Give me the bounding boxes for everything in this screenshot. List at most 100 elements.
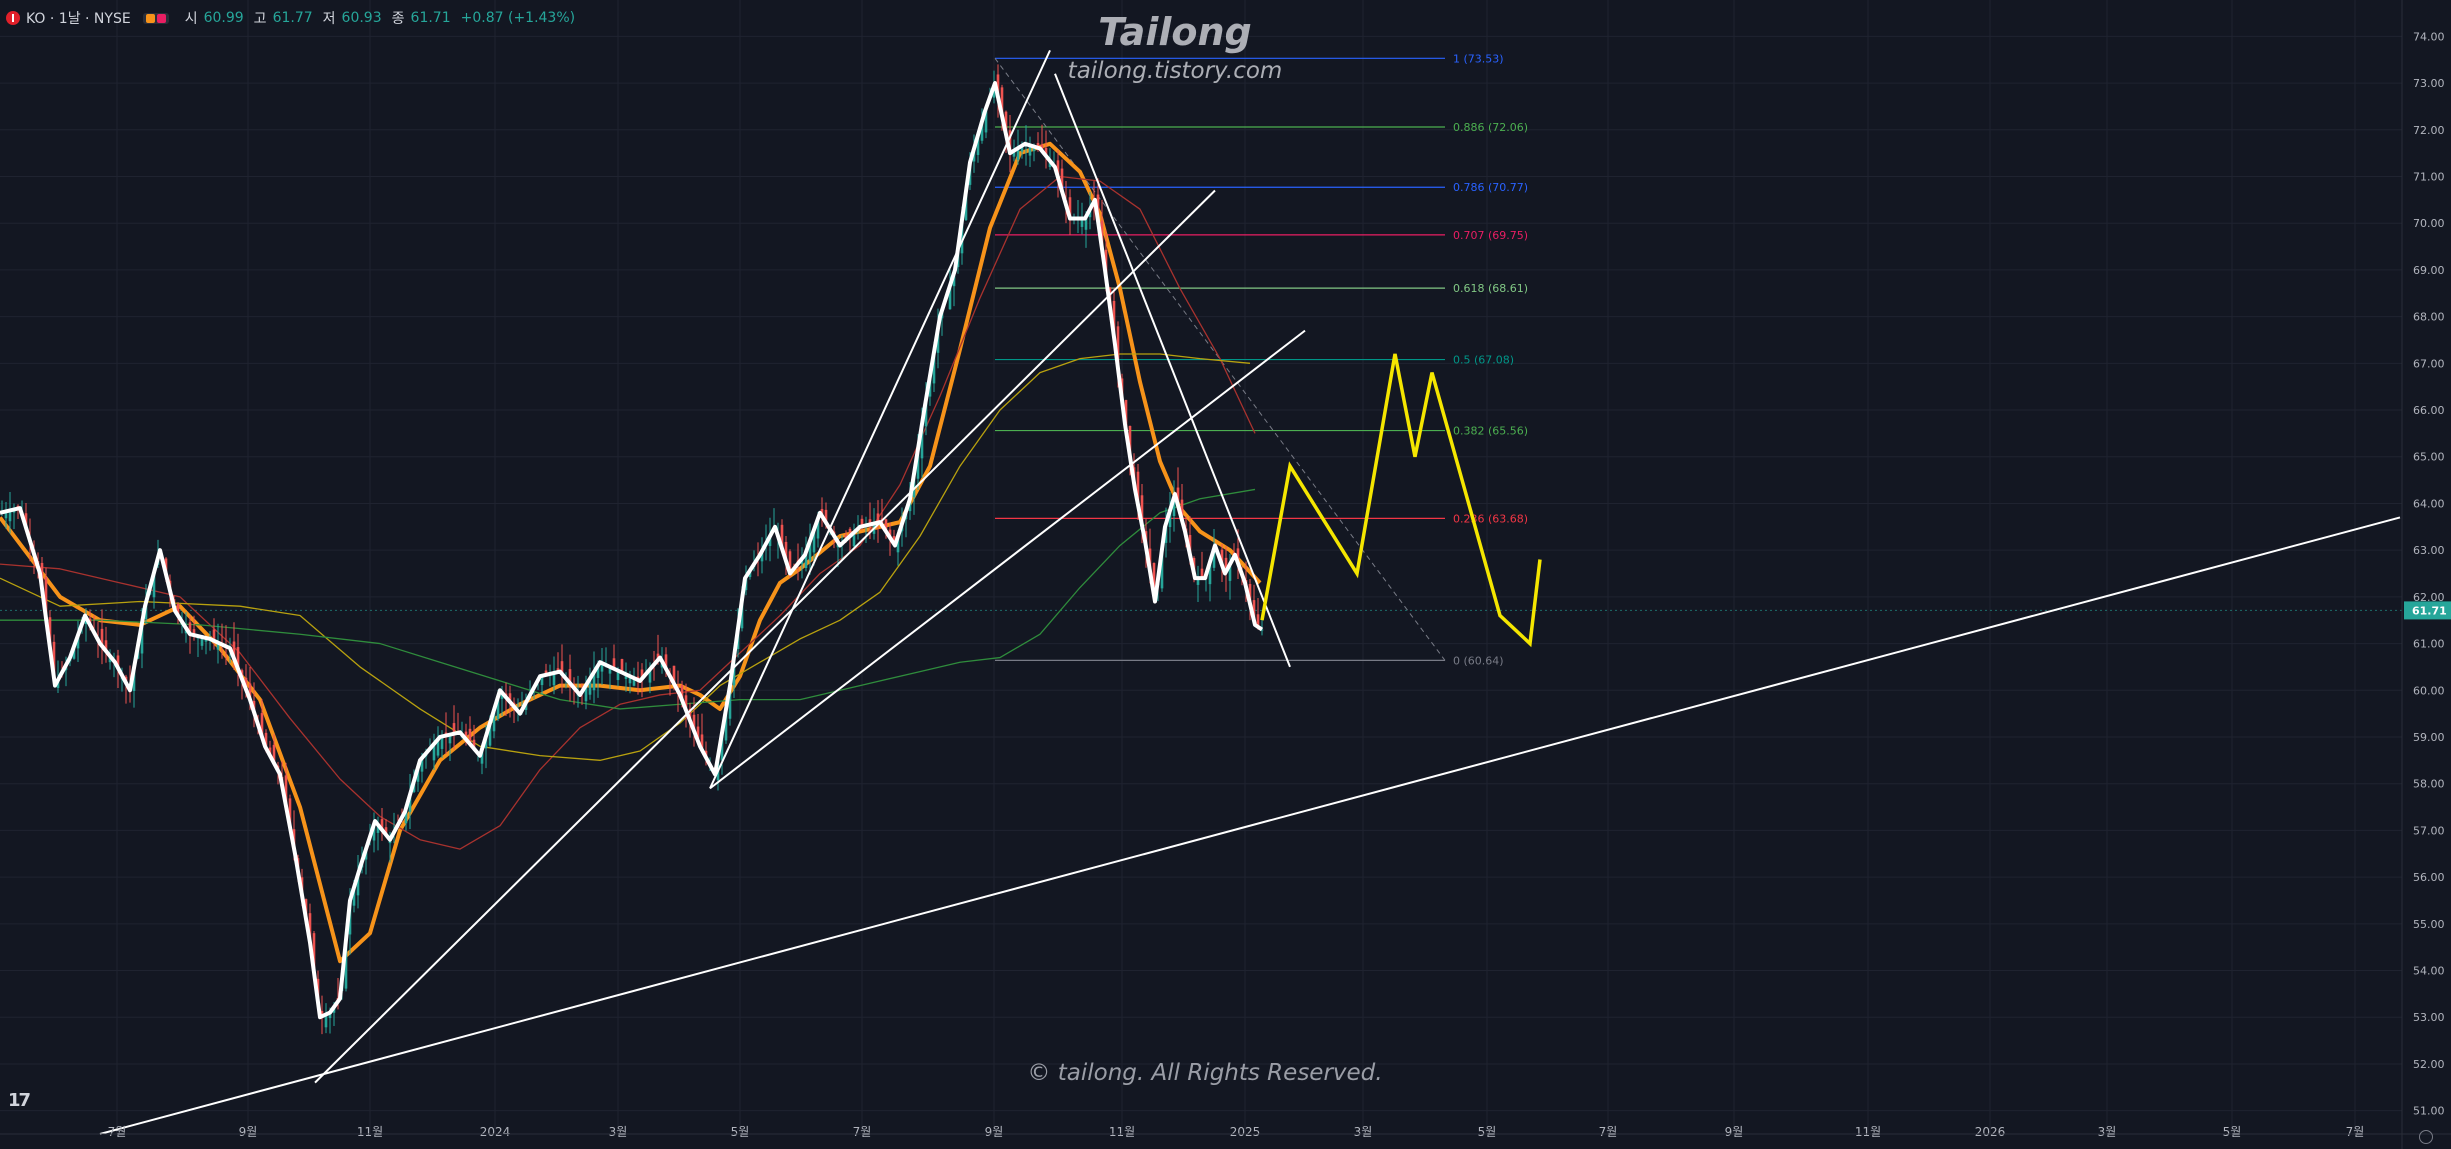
copyright-text: © tailong. All Rights Reserved. bbox=[1027, 1060, 1383, 1086]
candle-body bbox=[788, 551, 792, 574]
candle-body bbox=[248, 683, 252, 700]
fib-level-label: 0.382 (65.56) bbox=[1453, 425, 1528, 438]
candle-body bbox=[980, 121, 984, 141]
candle-body bbox=[1160, 549, 1164, 589]
candle-body bbox=[100, 628, 104, 647]
price-tick-label: 71.00 bbox=[2413, 170, 2445, 183]
candle-body bbox=[608, 666, 612, 674]
candle-body bbox=[692, 714, 696, 731]
trendline bbox=[709, 329, 1306, 790]
candle-body bbox=[492, 709, 496, 732]
price-tick-label: 69.00 bbox=[2413, 264, 2445, 277]
watermark-url: tailong.tistory.com bbox=[1067, 58, 1283, 84]
candle-body bbox=[416, 767, 420, 782]
low-value: 60.93 bbox=[341, 10, 382, 26]
candle-body bbox=[920, 424, 924, 459]
fib-level-label: 0.786 (70.77) bbox=[1453, 181, 1528, 194]
candle-body bbox=[1212, 548, 1216, 568]
candle-body bbox=[1252, 600, 1256, 621]
candle-body bbox=[192, 629, 196, 636]
candle-body bbox=[212, 629, 216, 641]
candle-body bbox=[1260, 629, 1264, 631]
price-tick-label: 67.00 bbox=[2413, 357, 2445, 370]
candle-body bbox=[960, 219, 964, 254]
candle-body bbox=[1180, 499, 1184, 521]
candle-body bbox=[812, 529, 816, 553]
fib-level-label: 0.618 (68.61) bbox=[1453, 282, 1528, 295]
candle-body bbox=[1020, 145, 1024, 152]
candle-body bbox=[464, 731, 468, 740]
candle-body bbox=[892, 536, 896, 544]
candle-body bbox=[372, 824, 376, 841]
candle-body bbox=[312, 933, 316, 973]
price-tick-label: 73.00 bbox=[2413, 77, 2445, 90]
candle-body bbox=[436, 739, 440, 756]
price-tick-label: 72.00 bbox=[2413, 124, 2445, 137]
change-value: +0.87 (+1.43%) bbox=[460, 10, 576, 26]
price-series bbox=[0, 64, 1264, 1035]
candle-body bbox=[560, 661, 564, 674]
candle-body bbox=[852, 532, 856, 547]
candle-body bbox=[4, 511, 8, 519]
candle-body bbox=[600, 663, 604, 672]
candle-body bbox=[728, 685, 732, 719]
price-tick-label: 61.00 bbox=[2413, 638, 2445, 651]
candle-body bbox=[1200, 568, 1204, 579]
price-tick-label: 62.00 bbox=[2413, 591, 2445, 604]
candle-body bbox=[696, 726, 700, 742]
candle-body bbox=[540, 675, 544, 686]
candle-body bbox=[380, 819, 384, 830]
candle-body bbox=[452, 723, 456, 734]
time-tick-label: 2026 bbox=[1975, 1125, 2006, 1139]
price-axis: 51.00 52.00 53.00 54.00 55.00 56.00 57.00 58.00… bbox=[2401, 0, 2451, 1149]
candle-body bbox=[260, 713, 264, 737]
candle-body bbox=[1068, 197, 1072, 219]
candle-body bbox=[1172, 497, 1176, 517]
candle-body bbox=[344, 939, 348, 989]
time-tick-label: 11월 bbox=[1855, 1125, 1881, 1139]
symbol-label[interactable]: KO · 1날 · NYSE bbox=[26, 11, 131, 27]
settings-icon[interactable] bbox=[2419, 1130, 2433, 1144]
candle-body bbox=[152, 572, 156, 598]
candle-body bbox=[860, 518, 864, 527]
candle-body bbox=[624, 674, 628, 679]
time-tick-label: 7월 bbox=[2346, 1125, 2365, 1139]
candle-body bbox=[288, 798, 292, 828]
fib-level-label: 1 (73.53) bbox=[1453, 52, 1504, 65]
candle-body bbox=[672, 665, 676, 684]
time-tick-label: 3월 bbox=[2098, 1125, 2117, 1139]
price-tick-label: 70.00 bbox=[2413, 217, 2445, 230]
price-tick-label: 52.00 bbox=[2413, 1058, 2445, 1071]
candle-body bbox=[1084, 216, 1088, 230]
time-tick-label: 3월 bbox=[609, 1125, 628, 1139]
candle-body bbox=[8, 510, 12, 522]
candle-body bbox=[320, 1010, 324, 1017]
candle-body bbox=[816, 518, 820, 539]
candle-body bbox=[664, 654, 668, 669]
candle-body bbox=[468, 728, 472, 744]
projection-line bbox=[1260, 353, 1542, 648]
candle-body bbox=[420, 757, 424, 772]
open-label: 시 bbox=[184, 11, 198, 27]
candle-body bbox=[584, 685, 588, 702]
candle-body bbox=[1248, 584, 1252, 604]
candle-body bbox=[568, 669, 572, 684]
time-tick-label: 2024 bbox=[480, 1125, 511, 1139]
trendline bbox=[99, 516, 2401, 1135]
candle-body bbox=[948, 285, 952, 310]
tradingview-logo-icon[interactable]: 17 bbox=[8, 1090, 31, 1111]
candle-body bbox=[876, 513, 880, 523]
candle-body bbox=[1000, 87, 1004, 116]
candle-body bbox=[24, 513, 28, 528]
price-tick-label: 65.00 bbox=[2413, 451, 2445, 464]
candle-body bbox=[1128, 425, 1132, 457]
candle-body bbox=[284, 775, 288, 807]
candle-body bbox=[104, 640, 108, 652]
chart-grid bbox=[0, 0, 2402, 1134]
candle-body bbox=[1080, 218, 1084, 227]
candle-body bbox=[404, 808, 408, 824]
candle-body bbox=[1016, 148, 1020, 160]
candle-body bbox=[376, 824, 380, 833]
indicator-toggle-icon[interactable] bbox=[142, 12, 169, 24]
